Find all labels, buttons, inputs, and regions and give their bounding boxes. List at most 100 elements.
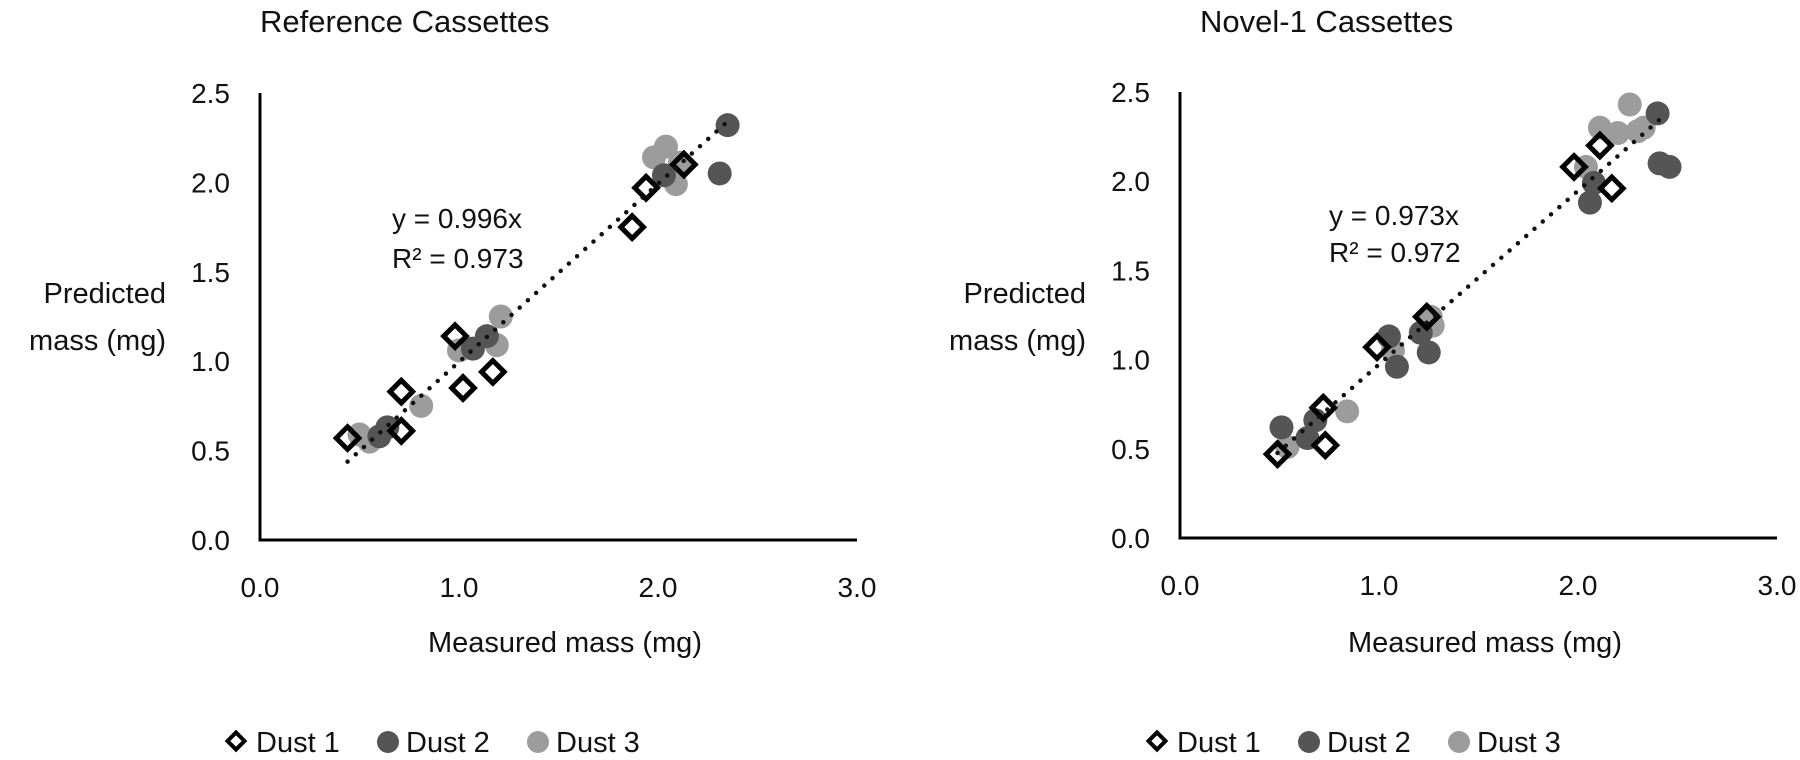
dark-circle-marker-icon bbox=[1298, 731, 1320, 753]
data-point-diamond bbox=[1411, 301, 1442, 332]
data-point-diamond bbox=[1308, 392, 1339, 423]
data-point-circle bbox=[1645, 101, 1670, 126]
novel-1-cassettes-chart: Novel-1 Cassettes Predicted mass (mg) Me… bbox=[949, 4, 1796, 759]
legend: Dust 1 Dust 2 Dust 3 bbox=[224, 727, 640, 759]
y-axis-label-line1: Predicted bbox=[963, 278, 1086, 310]
data-point-circle bbox=[707, 161, 732, 186]
legend-item-dust-2: Dust 2 bbox=[1298, 727, 1411, 759]
chart-title: Novel-1 Cassettes bbox=[1200, 4, 1453, 39]
legend-item-dust-1: Dust 1 bbox=[224, 727, 340, 759]
legend-label: Dust 3 bbox=[556, 727, 640, 759]
data-point-diamond bbox=[448, 373, 478, 403]
legend-item-dust-1: Dust 1 bbox=[1145, 727, 1261, 759]
light-circle-marker-icon bbox=[1448, 731, 1470, 753]
legend-item-dust-3: Dust 3 bbox=[527, 727, 640, 759]
trendline-path bbox=[1275, 115, 1664, 456]
data-point-circle bbox=[1269, 415, 1294, 440]
trendline bbox=[345, 119, 730, 464]
y-tick-label: 2.5 bbox=[191, 78, 230, 109]
legend-label: Dust 1 bbox=[1177, 727, 1261, 759]
x-tick-label: 0.0 bbox=[1161, 570, 1200, 601]
data-points bbox=[332, 113, 740, 454]
x-tick-label: 3.0 bbox=[838, 572, 877, 603]
data-point-diamond bbox=[386, 376, 417, 407]
series-dust-1 bbox=[1262, 130, 1627, 470]
data-point-diamond bbox=[1362, 332, 1392, 362]
data-point-diamond bbox=[440, 321, 470, 352]
legend-label: Dust 2 bbox=[406, 727, 490, 759]
y-tick-label: 1.0 bbox=[191, 346, 230, 377]
x-axis-label: Measured mass (mg) bbox=[1348, 627, 1622, 659]
data-point-diamond bbox=[1310, 430, 1341, 461]
series-dust-3 bbox=[347, 134, 692, 454]
r-squared-label: R² = 0.973 bbox=[392, 243, 524, 274]
series-dust-1 bbox=[332, 149, 699, 453]
series-dust-2 bbox=[1269, 101, 1682, 451]
data-point-diamond bbox=[332, 423, 363, 453]
y-tick-label: 2.5 bbox=[1111, 77, 1150, 108]
data-point-circle bbox=[1617, 92, 1642, 117]
y-axis-label-line1: Predicted bbox=[43, 278, 166, 310]
data-point-diamond bbox=[631, 172, 661, 203]
chart-title: Reference Cassettes bbox=[260, 4, 549, 39]
y-tick-labels: 0.0 0.5 1.0 1.5 2.0 2.5 bbox=[191, 78, 230, 556]
data-point-circle bbox=[367, 424, 392, 449]
y-tick-labels: 0.0 0.5 1.0 1.5 2.0 2.5 bbox=[1111, 77, 1150, 554]
x-tick-label: 3.0 bbox=[1758, 570, 1797, 601]
data-point-diamond bbox=[1559, 152, 1589, 182]
x-tick-label: 1.0 bbox=[1360, 570, 1399, 601]
y-axis-label-line2: mass (mg) bbox=[949, 325, 1086, 357]
axes bbox=[1178, 92, 1777, 540]
data-point-diamond bbox=[1585, 130, 1615, 161]
diamond-marker-icon bbox=[224, 729, 248, 753]
legend-label: Dust 1 bbox=[256, 727, 340, 759]
data-point-circle bbox=[1577, 190, 1602, 215]
data-point-diamond bbox=[1262, 439, 1293, 470]
x-tick-label: 0.0 bbox=[241, 572, 280, 603]
data-point-circle bbox=[1657, 154, 1682, 179]
y-axis-label-line2: mass (mg) bbox=[29, 325, 166, 357]
axes bbox=[258, 93, 857, 542]
legend-label: Dust 3 bbox=[1477, 727, 1561, 759]
y-tick-label: 1.5 bbox=[1111, 255, 1150, 286]
x-tick-label: 2.0 bbox=[639, 572, 678, 603]
data-point-circle bbox=[653, 134, 678, 159]
data-point-circle bbox=[715, 113, 740, 138]
y-tick-label: 2.0 bbox=[191, 167, 230, 198]
y-tick-label: 0.5 bbox=[191, 436, 230, 467]
x-axis-label: Measured mass (mg) bbox=[428, 627, 702, 659]
trendline-equation: y = 0.996x bbox=[392, 203, 522, 234]
y-tick-label: 1.5 bbox=[191, 257, 230, 288]
y-tick-label: 0.0 bbox=[1111, 523, 1150, 554]
data-point-diamond bbox=[617, 212, 647, 242]
data-point-circle bbox=[1416, 340, 1441, 365]
trendline bbox=[1275, 115, 1664, 456]
trendline-path bbox=[345, 119, 730, 464]
r-squared-label: R² = 0.972 bbox=[1329, 237, 1461, 268]
legend: Dust 1 Dust 2 Dust 3 bbox=[1145, 727, 1561, 759]
x-tick-label: 1.0 bbox=[440, 572, 479, 603]
data-point-circle bbox=[409, 393, 434, 418]
x-tick-labels: 0.0 1.0 2.0 3.0 bbox=[1161, 570, 1797, 601]
dark-circle-marker-icon bbox=[377, 731, 399, 753]
legend-label: Dust 2 bbox=[1327, 727, 1411, 759]
data-point-circle bbox=[1384, 354, 1409, 379]
legend-item-dust-2: Dust 2 bbox=[377, 727, 490, 759]
data-point-circle bbox=[1605, 121, 1630, 146]
data-point-diamond bbox=[386, 416, 417, 446]
data-point-diamond bbox=[669, 149, 699, 180]
y-tick-label: 1.0 bbox=[1111, 345, 1150, 376]
trendline-equation: y = 0.973x bbox=[1329, 200, 1459, 231]
data-point-circle bbox=[488, 304, 513, 329]
data-point-circle bbox=[1335, 399, 1360, 424]
reference-cassettes-chart: Reference Cassettes Predicted mass (mg) … bbox=[29, 4, 876, 759]
y-tick-label: 0.5 bbox=[1111, 434, 1150, 465]
x-tick-label: 2.0 bbox=[1559, 570, 1598, 601]
legend-item-dust-3: Dust 3 bbox=[1448, 727, 1561, 759]
y-tick-label: 2.0 bbox=[1111, 166, 1150, 197]
x-tick-labels: 0.0 1.0 2.0 3.0 bbox=[241, 572, 877, 603]
light-circle-marker-icon bbox=[527, 731, 549, 753]
y-tick-label: 0.0 bbox=[191, 525, 230, 556]
data-point-diamond bbox=[1596, 173, 1627, 204]
